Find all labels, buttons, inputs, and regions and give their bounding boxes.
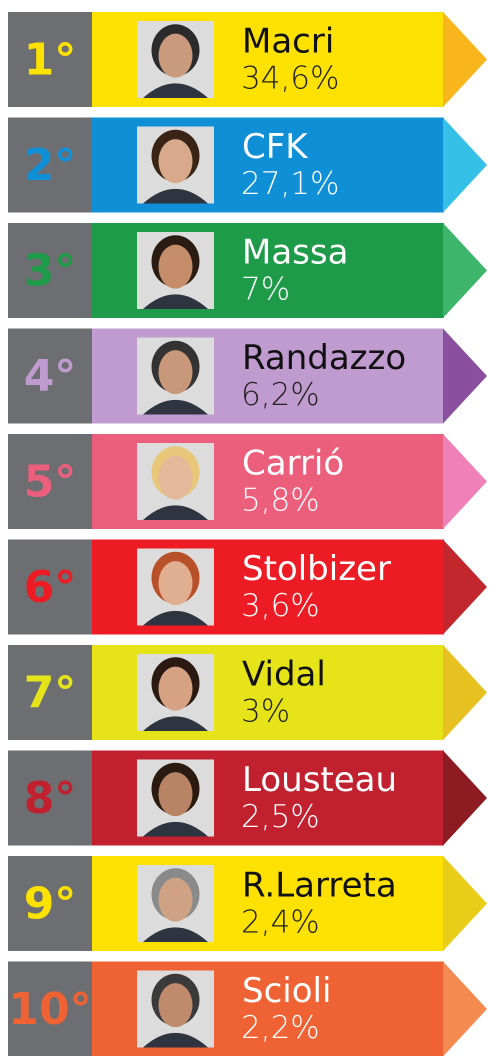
rank-number: 3° <box>24 246 77 297</box>
rank-number: 9° <box>24 879 77 930</box>
rank-box <box>8 539 92 635</box>
candidate-percent: 2,2% <box>241 1010 320 1046</box>
candidate-name: Macri <box>242 22 334 62</box>
photo-shoulders <box>143 505 208 520</box>
photo-face <box>158 983 193 1028</box>
rank-number: 6° <box>24 562 77 613</box>
photo-shoulders <box>143 716 208 731</box>
candidate-percent: 34,6% <box>241 61 339 97</box>
candidate-percent: 2,4% <box>241 905 320 941</box>
photo-shoulders <box>143 294 208 309</box>
photo-shoulders <box>143 821 208 837</box>
rank-number: 4° <box>24 351 77 402</box>
photo-face <box>158 772 193 817</box>
arrow-tip <box>443 539 487 635</box>
candidate-percent: 5,8% <box>241 483 320 519</box>
candidate-name: R.Larreta <box>242 866 397 906</box>
candidate-name: CFK <box>242 127 309 167</box>
rank-box <box>8 856 92 951</box>
photo-shoulders <box>143 83 208 98</box>
rank-box <box>8 750 92 846</box>
candidate-percent: 7% <box>241 272 290 308</box>
photo-face <box>158 33 193 78</box>
candidate-name: Lousteau <box>242 760 397 800</box>
rank-box <box>8 117 92 213</box>
rank-box <box>8 961 92 1056</box>
rank-number: 2° <box>24 140 77 191</box>
photo-shoulders <box>143 610 208 626</box>
rank-box <box>8 645 92 740</box>
photo-face <box>158 561 193 606</box>
photo-shoulders <box>143 1032 208 1048</box>
arrow-tip <box>443 961 487 1056</box>
candidate-percent: 2,5% <box>241 799 320 835</box>
photo-shoulders <box>143 927 208 942</box>
arrow-tip <box>443 645 487 740</box>
candidate-name: Randazzo <box>242 338 406 378</box>
photo-shoulders <box>143 399 208 415</box>
photo-face <box>158 244 193 289</box>
photo-face <box>158 350 193 395</box>
rank-box <box>8 328 92 424</box>
arrow-tip <box>443 223 487 318</box>
photo-face <box>158 139 193 184</box>
rank-box <box>8 223 92 318</box>
arrow-tip <box>443 328 487 424</box>
rank-number: 10° <box>8 984 91 1035</box>
rank-box <box>8 434 92 529</box>
arrow-tip <box>443 434 487 529</box>
candidate-percent: 3% <box>241 694 290 730</box>
candidate-name: Carrió <box>242 444 344 484</box>
candidate-percent: 6,2% <box>241 377 320 413</box>
arrow-tip <box>443 12 487 107</box>
candidate-percent: 27,1% <box>241 166 339 202</box>
candidate-percent: 3,6% <box>241 588 320 624</box>
photo-face <box>158 877 193 922</box>
rank-box <box>8 12 92 107</box>
candidate-name: Scioli <box>242 971 331 1011</box>
candidate-name: Massa <box>242 233 348 273</box>
arrow-tip <box>443 856 487 951</box>
photo-face <box>158 455 193 500</box>
candidate-name: Vidal <box>242 655 326 695</box>
arrow-tip <box>443 117 487 213</box>
photo-face <box>158 666 193 711</box>
photo-shoulders <box>143 188 208 204</box>
rank-number: 1° <box>24 35 77 86</box>
rank-number: 7° <box>24 668 77 719</box>
candidate-name: Stolbizer <box>242 549 391 589</box>
arrow-tip <box>443 750 487 846</box>
rank-number: 5° <box>24 457 77 508</box>
rank-number: 8° <box>24 773 77 824</box>
